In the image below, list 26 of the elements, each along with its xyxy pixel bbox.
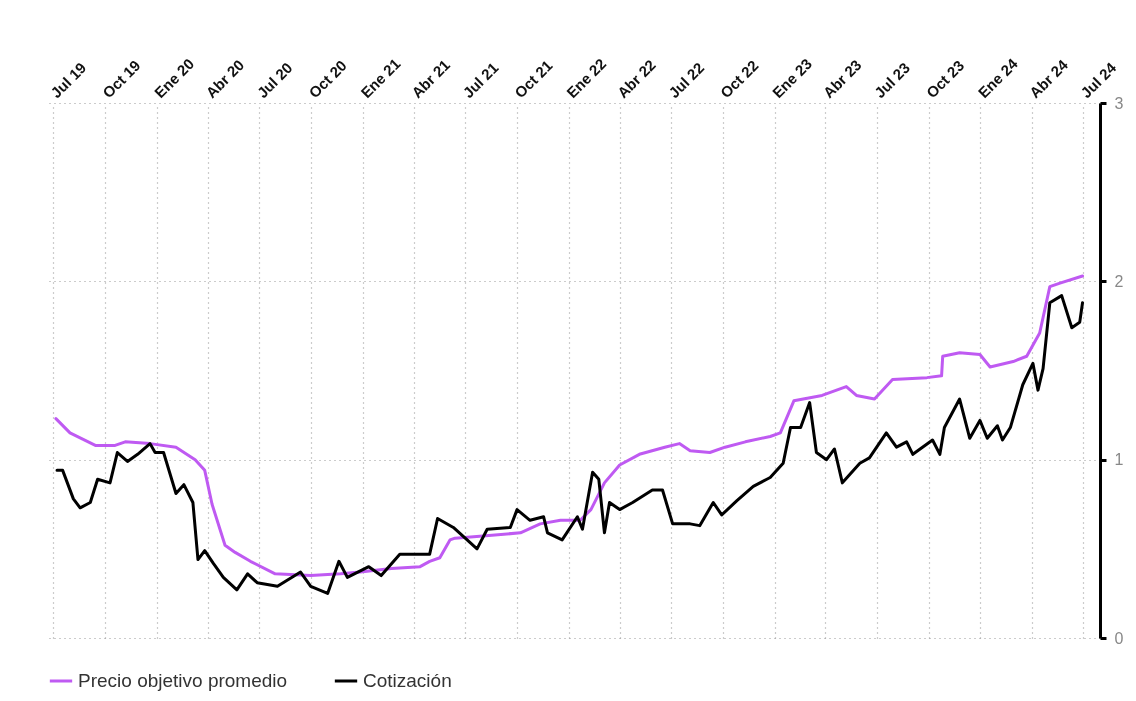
x-tick-label: Oct 21	[511, 56, 556, 102]
x-tick-label: Jul 20	[253, 59, 296, 102]
x-tick-label: Abr 23	[819, 56, 865, 102]
x-tick-label: Abr 21	[408, 56, 454, 102]
x-tick-label: Oct 22	[716, 56, 762, 102]
x-tick-label: Ene 23	[768, 54, 816, 102]
legend-label: Precio objetivo promedio	[78, 670, 288, 691]
x-tick-label: Jul 23	[870, 59, 913, 102]
x-tick-label: Oct 19	[99, 56, 144, 102]
y-tick-label: 2	[1114, 272, 1124, 290]
y-tick-label: 0	[1114, 629, 1124, 647]
x-tick-label: Abr 20	[202, 56, 248, 102]
x-tick-label: Abr 22	[613, 56, 659, 102]
x-tick-label: Ene 20	[150, 54, 198, 102]
x-tick-label: Jul 19	[47, 59, 90, 102]
y-tick-label: 1	[1114, 451, 1124, 469]
x-tick-label: Jul 21	[459, 59, 502, 102]
x-tick-label: Abr 24	[1025, 55, 1072, 102]
x-tick-label: Ene 21	[357, 54, 404, 102]
legend-label: Cotización	[363, 670, 452, 691]
y-tick-label: 3	[1114, 94, 1124, 112]
x-tick-label: Ene 24	[974, 54, 1022, 102]
x-tick-label: Jul 22	[665, 59, 708, 102]
x-tick-label: Oct 20	[305, 56, 350, 102]
x-tick-label: Ene 22	[563, 54, 610, 102]
x-tick-label: Oct 23	[922, 56, 968, 102]
